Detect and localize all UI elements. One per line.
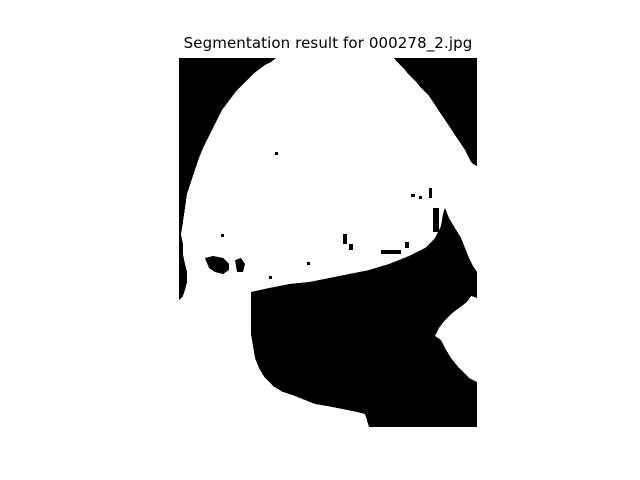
mask-speckle xyxy=(307,262,310,265)
segmentation-mask-image xyxy=(179,58,477,427)
mask-speckle xyxy=(221,234,224,237)
mask-speckle xyxy=(411,194,415,197)
mask-speckle xyxy=(343,234,347,244)
mask-right-top-region xyxy=(395,58,477,166)
mask-speckle xyxy=(275,152,278,155)
mask-speckle xyxy=(419,196,422,199)
mask-left-region xyxy=(179,58,275,300)
mask-speckle xyxy=(433,208,439,232)
mask-object-region xyxy=(251,208,477,427)
mask-speckle xyxy=(429,188,432,198)
mask-speckle xyxy=(269,276,272,279)
mask-speckle xyxy=(349,244,353,250)
mask-blob xyxy=(205,256,229,274)
plot-title: Segmentation result for 000278_2.jpg xyxy=(183,34,473,52)
mask-speckle xyxy=(381,250,401,254)
mask-blob xyxy=(235,258,245,272)
mask-speckle xyxy=(405,242,409,248)
